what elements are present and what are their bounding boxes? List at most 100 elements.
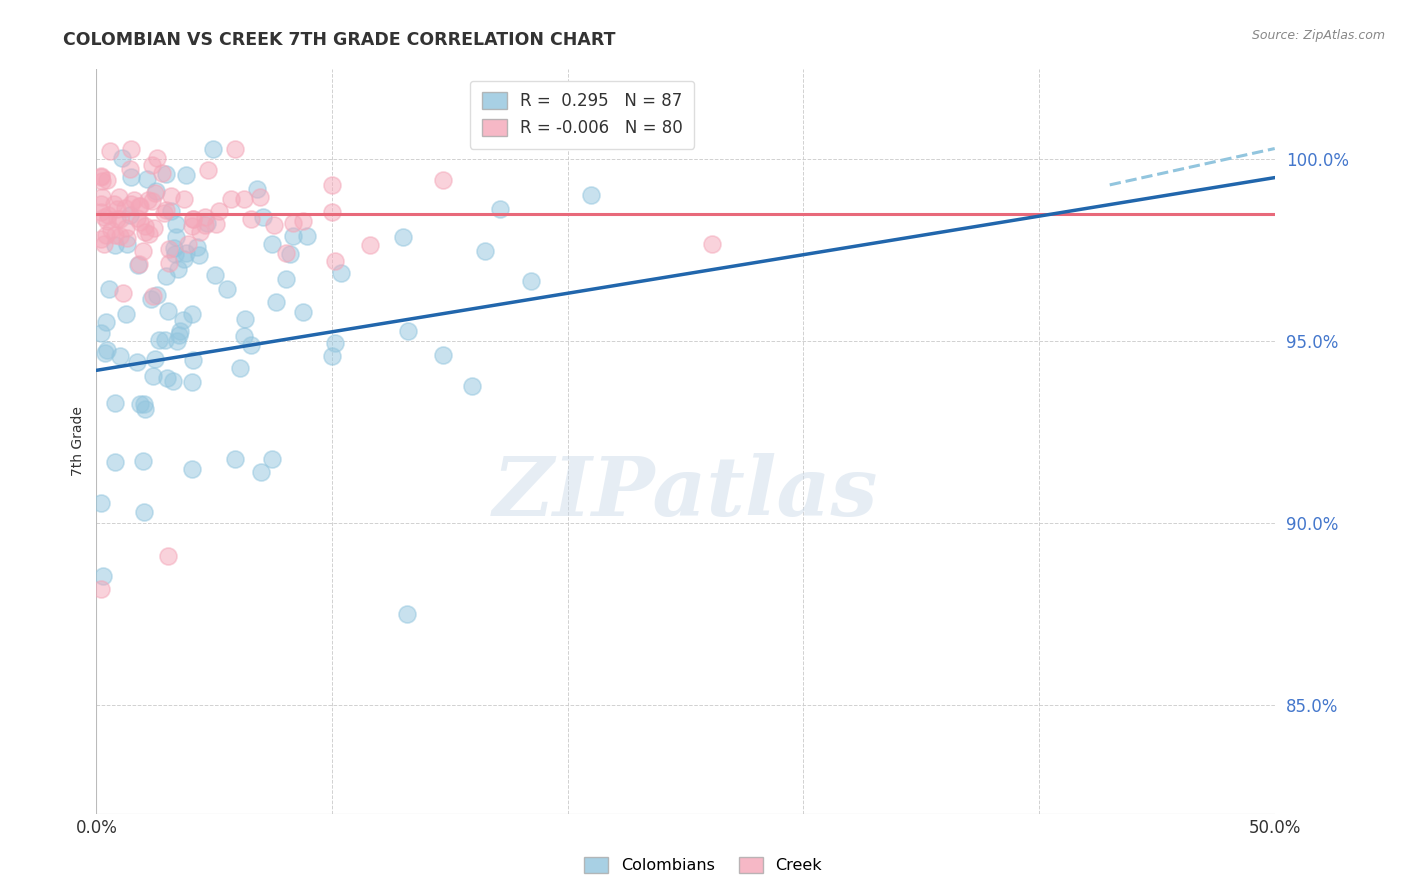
Point <box>245 182 267 196</box>
Point <box>90 232 112 246</box>
Point <box>396 607 419 621</box>
Point <box>127 258 149 272</box>
Point <box>114 202 136 216</box>
Point <box>204 217 226 231</box>
Point <box>208 204 231 219</box>
Point <box>97 282 120 296</box>
Point <box>115 307 138 321</box>
Point <box>96 343 118 357</box>
Point <box>260 236 283 251</box>
Point <box>155 203 177 218</box>
Point <box>104 228 127 243</box>
Point <box>160 204 183 219</box>
Point <box>359 237 381 252</box>
Point <box>176 169 198 183</box>
Point <box>278 247 301 261</box>
Text: Source: ZipAtlas.com: Source: ZipAtlas.com <box>1251 29 1385 42</box>
Point <box>194 210 217 224</box>
Point <box>167 327 190 342</box>
Point <box>127 211 149 225</box>
Point <box>260 452 283 467</box>
Point <box>166 334 188 349</box>
Point <box>186 240 208 254</box>
Point <box>396 324 419 338</box>
Point <box>181 307 204 321</box>
Point <box>239 337 262 351</box>
Point <box>138 227 160 242</box>
Text: ZIPatlas: ZIPatlas <box>492 453 879 533</box>
Point <box>173 192 195 206</box>
Point <box>274 246 297 260</box>
Point <box>157 303 180 318</box>
Point <box>461 378 484 392</box>
Text: COLOMBIAN VS CREEK 7TH GRADE CORRELATION CHART: COLOMBIAN VS CREEK 7TH GRADE CORRELATION… <box>63 31 616 49</box>
Point <box>323 335 346 350</box>
Point <box>108 229 131 244</box>
Point <box>90 169 112 184</box>
Point <box>117 236 139 251</box>
Point <box>194 218 217 232</box>
Point <box>152 205 174 219</box>
Point <box>120 208 142 222</box>
Point <box>233 312 256 326</box>
Point <box>90 169 112 184</box>
Point <box>165 229 187 244</box>
Point <box>139 292 162 306</box>
Point <box>263 219 285 233</box>
Point <box>145 352 167 367</box>
Point <box>520 274 543 288</box>
Point <box>188 248 211 262</box>
Point <box>204 268 226 282</box>
Point <box>94 315 117 329</box>
Point <box>321 350 343 364</box>
Point <box>103 455 125 469</box>
Point <box>115 231 138 245</box>
Point <box>232 329 254 343</box>
Point <box>252 211 274 225</box>
Point <box>432 348 454 362</box>
Point <box>122 193 145 207</box>
Point <box>250 465 273 479</box>
Point <box>90 326 112 340</box>
Point <box>96 208 118 222</box>
Point <box>173 252 195 267</box>
Point <box>90 204 112 219</box>
Point <box>96 214 118 228</box>
Point <box>96 173 118 187</box>
Point <box>174 245 197 260</box>
Point <box>249 190 271 204</box>
Point <box>141 194 163 208</box>
Point <box>94 346 117 360</box>
Point <box>98 144 121 158</box>
Point <box>169 324 191 338</box>
Point <box>188 225 211 239</box>
Point <box>160 188 183 202</box>
Point <box>157 256 180 270</box>
Point <box>134 401 156 416</box>
Point <box>329 266 352 280</box>
Point <box>163 241 186 255</box>
Point <box>157 242 180 256</box>
Point <box>579 188 602 202</box>
Point <box>224 142 246 156</box>
Point <box>107 202 129 216</box>
Point <box>321 178 343 193</box>
Point <box>224 451 246 466</box>
Point <box>181 212 204 227</box>
Point <box>134 225 156 239</box>
Point <box>131 454 153 468</box>
Point <box>94 227 117 242</box>
Point <box>142 369 165 384</box>
Point <box>167 262 190 277</box>
Point <box>291 305 314 319</box>
Point <box>240 212 263 227</box>
Point <box>233 192 256 206</box>
Point <box>281 216 304 230</box>
Point <box>181 375 204 389</box>
Point <box>90 582 112 596</box>
Point <box>215 282 238 296</box>
Point <box>165 217 187 231</box>
Point <box>700 237 723 252</box>
Point <box>181 462 204 476</box>
Point <box>264 295 287 310</box>
